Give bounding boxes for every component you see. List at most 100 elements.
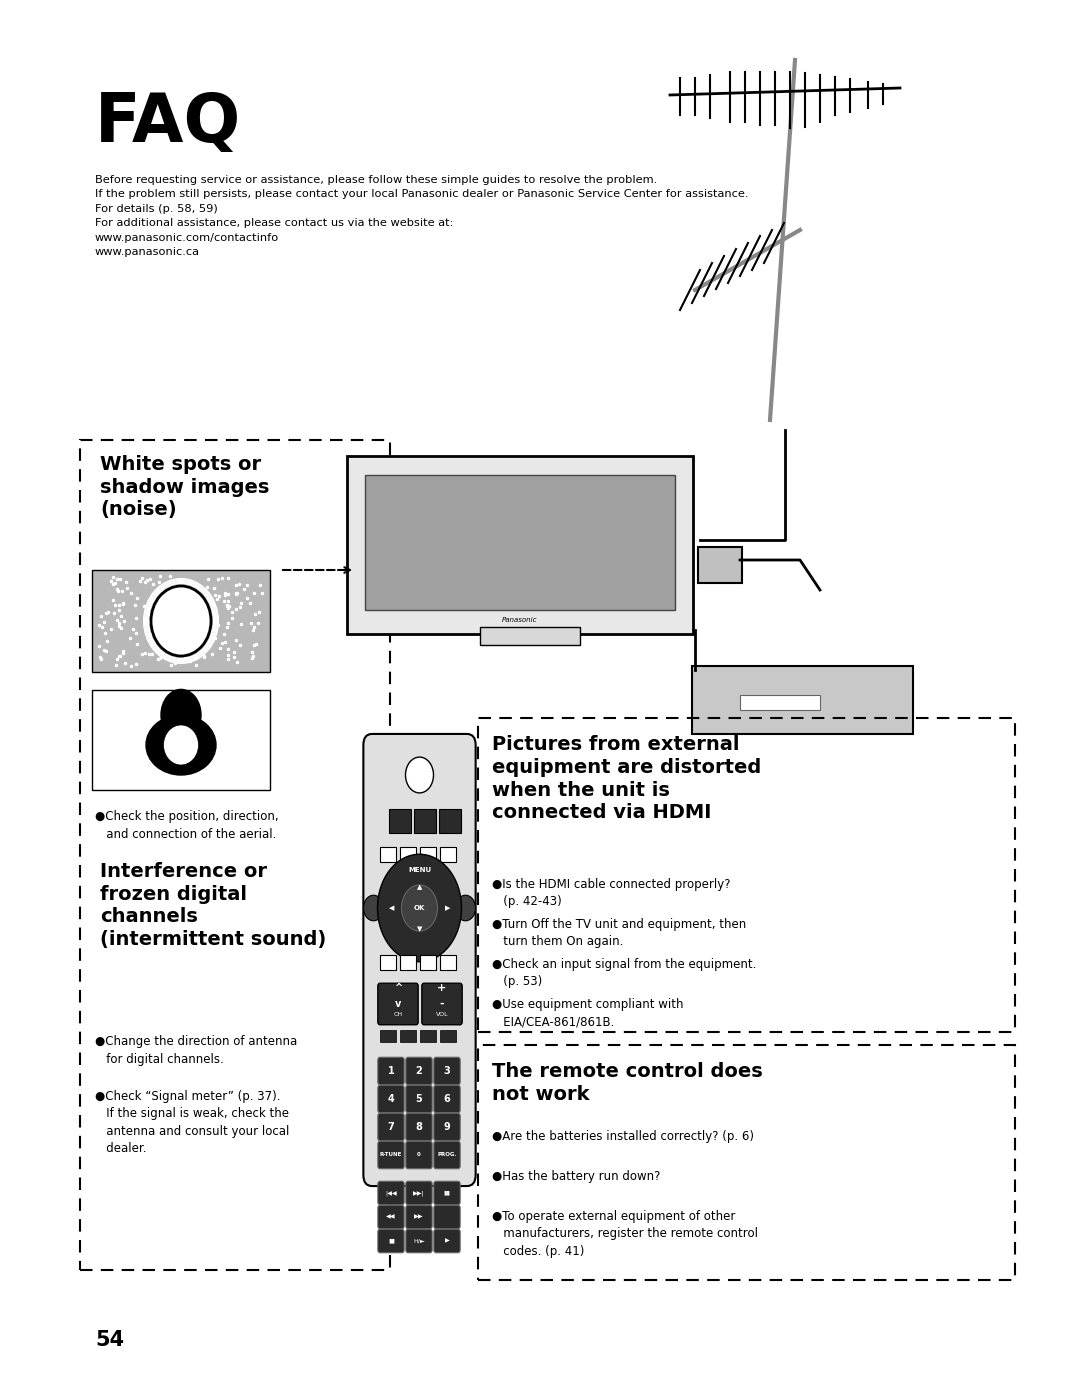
Bar xyxy=(400,1030,416,1042)
FancyBboxPatch shape xyxy=(378,1182,404,1205)
FancyBboxPatch shape xyxy=(378,983,418,1025)
Text: ▮▮: ▮▮ xyxy=(444,1190,450,1195)
Bar xyxy=(740,695,820,710)
Text: ●Is the HDMI cable connected properly?
   (p. 42-43): ●Is the HDMI cable connected properly? (… xyxy=(492,878,730,908)
FancyBboxPatch shape xyxy=(434,1142,460,1169)
Bar xyxy=(440,1030,456,1042)
Text: 8: 8 xyxy=(416,1122,422,1132)
FancyBboxPatch shape xyxy=(378,1085,404,1113)
Text: Panasonic: Panasonic xyxy=(502,616,538,623)
Text: ▶: ▶ xyxy=(445,1238,449,1244)
Circle shape xyxy=(405,757,433,793)
FancyBboxPatch shape xyxy=(378,1114,404,1140)
FancyBboxPatch shape xyxy=(692,666,914,734)
Text: ▶▶: ▶▶ xyxy=(415,1215,423,1219)
Text: ●Change the direction of antenna
   for digital channels.: ●Change the direction of antenna for dig… xyxy=(95,1035,297,1066)
Text: 4: 4 xyxy=(388,1095,394,1104)
Text: -: - xyxy=(440,999,444,1009)
Bar xyxy=(400,847,416,862)
FancyBboxPatch shape xyxy=(422,983,462,1025)
FancyBboxPatch shape xyxy=(414,808,436,833)
FancyBboxPatch shape xyxy=(434,1057,460,1085)
Text: v: v xyxy=(395,999,401,1009)
Ellipse shape xyxy=(163,726,199,766)
FancyBboxPatch shape xyxy=(378,1142,404,1169)
FancyBboxPatch shape xyxy=(406,1205,432,1229)
Bar xyxy=(400,955,416,970)
Bar xyxy=(380,955,396,970)
FancyBboxPatch shape xyxy=(389,808,411,833)
FancyBboxPatch shape xyxy=(406,1182,432,1205)
Circle shape xyxy=(409,860,430,884)
Text: 0: 0 xyxy=(417,1153,421,1158)
Text: Pictures from external
equipment are distorted
when the unit is
connected via HD: Pictures from external equipment are dis… xyxy=(492,735,761,822)
Text: ▼: ▼ xyxy=(417,926,422,931)
Circle shape xyxy=(378,854,461,962)
FancyBboxPatch shape xyxy=(434,1229,460,1252)
FancyBboxPatch shape xyxy=(434,1205,460,1229)
Text: Before requesting service or assistance, please follow these simple guides to re: Before requesting service or assistance,… xyxy=(95,176,748,257)
Text: FAQ: FAQ xyxy=(95,90,241,156)
Text: ◀: ◀ xyxy=(389,905,394,911)
FancyBboxPatch shape xyxy=(378,1229,404,1252)
FancyBboxPatch shape xyxy=(406,1229,432,1252)
Text: ▶: ▶ xyxy=(445,905,450,911)
Text: ●Has the battery run down?: ●Has the battery run down? xyxy=(492,1171,660,1183)
Bar xyxy=(92,569,270,672)
Text: ●Are the batteries installed correctly? (p. 6): ●Are the batteries installed correctly? … xyxy=(492,1130,754,1143)
FancyBboxPatch shape xyxy=(406,1114,432,1140)
Text: 9: 9 xyxy=(444,1122,450,1132)
Text: ●Check the position, direction,
   and connection of the aerial.: ●Check the position, direction, and conn… xyxy=(95,810,279,840)
Circle shape xyxy=(456,896,475,920)
Bar xyxy=(420,847,436,862)
Text: The remote control does
not work: The remote control does not work xyxy=(492,1061,762,1104)
Text: PROG.: PROG. xyxy=(437,1153,457,1158)
Ellipse shape xyxy=(146,714,216,775)
Text: 2: 2 xyxy=(416,1066,422,1077)
Text: 6: 6 xyxy=(444,1095,450,1104)
FancyBboxPatch shape xyxy=(347,456,693,634)
Circle shape xyxy=(364,896,383,920)
Text: R-TUNE: R-TUNE xyxy=(380,1153,402,1158)
Circle shape xyxy=(409,931,430,956)
Circle shape xyxy=(402,884,437,931)
Bar xyxy=(380,847,396,862)
Text: ◀◀: ◀◀ xyxy=(387,1215,395,1219)
Bar xyxy=(480,627,580,645)
FancyBboxPatch shape xyxy=(438,808,461,833)
Text: OK: OK xyxy=(414,905,426,911)
Text: |◀◀: |◀◀ xyxy=(386,1190,396,1195)
FancyBboxPatch shape xyxy=(406,1142,432,1169)
Bar xyxy=(440,955,456,970)
Text: H/►: H/► xyxy=(414,1238,424,1244)
Bar xyxy=(420,1030,436,1042)
Text: 1: 1 xyxy=(388,1066,394,1077)
Text: CH: CH xyxy=(393,1013,403,1017)
Text: 7: 7 xyxy=(388,1122,394,1132)
Circle shape xyxy=(161,690,201,741)
Text: ●Check “Signal meter” (p. 37).
   If the signal is weak, check the
   antenna an: ●Check “Signal meter” (p. 37). If the si… xyxy=(95,1090,289,1155)
FancyBboxPatch shape xyxy=(378,1057,404,1085)
FancyBboxPatch shape xyxy=(406,1057,432,1085)
Text: 3: 3 xyxy=(444,1066,450,1077)
FancyBboxPatch shape xyxy=(434,1114,460,1140)
Text: ■: ■ xyxy=(388,1238,394,1244)
FancyBboxPatch shape xyxy=(363,734,475,1186)
Bar xyxy=(440,847,456,862)
Text: ^: ^ xyxy=(394,983,402,994)
Text: VOL: VOL xyxy=(435,1013,448,1017)
Text: ●Turn Off the TV unit and equipment, then
   turn them On again.: ●Turn Off the TV unit and equipment, the… xyxy=(492,918,746,948)
Ellipse shape xyxy=(151,586,211,656)
FancyBboxPatch shape xyxy=(406,1085,432,1113)
Bar xyxy=(92,690,270,791)
Text: ▶▶|: ▶▶| xyxy=(414,1190,424,1195)
Text: White spots or
shadow images
(noise): White spots or shadow images (noise) xyxy=(100,455,269,520)
Bar xyxy=(380,1030,396,1042)
Text: ●Check an input signal from the equipment.
   (p. 53): ●Check an input signal from the equipmen… xyxy=(492,958,756,988)
Text: MENU: MENU xyxy=(408,867,431,873)
Text: ●Use equipment compliant with
   EIA/CEA-861/861B.: ●Use equipment compliant with EIA/CEA-86… xyxy=(492,998,684,1028)
FancyBboxPatch shape xyxy=(434,1182,460,1205)
Text: ●To operate external equipment of other
   manufacturers, register the remote co: ●To operate external equipment of other … xyxy=(492,1211,758,1258)
Text: Interference or
frozen digital
channels
(intermittent sound): Interference or frozen digital channels … xyxy=(100,862,326,949)
Text: +: + xyxy=(437,983,447,994)
